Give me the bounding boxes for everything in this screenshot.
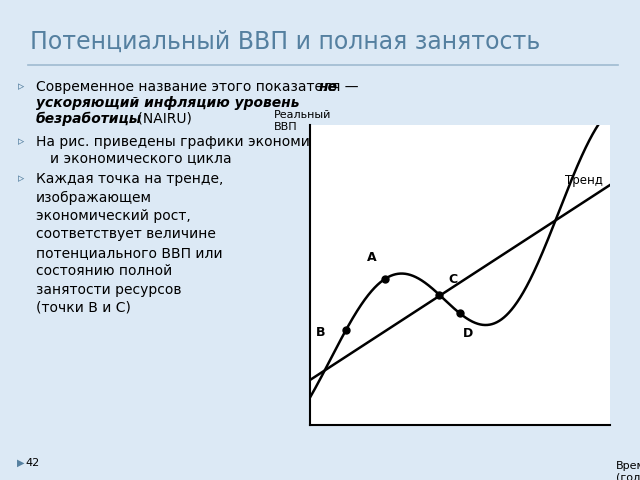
- Text: Время
(годы): Время (годы): [616, 461, 640, 480]
- Text: На рис. приведены графики экономического роста: На рис. приведены графики экономического…: [36, 135, 413, 149]
- Text: D: D: [463, 327, 473, 340]
- Text: Современное название этого показателя — не: Современное название этого показателя — …: [36, 80, 381, 94]
- Text: Потенциальный ВВП и полная занятость: Потенциальный ВВП и полная занятость: [30, 30, 540, 54]
- Text: Каждая точка на тренде,
изображающем
экономический рост,
соответствует величине
: Каждая точка на тренде, изображающем эко…: [36, 172, 223, 315]
- Text: Современное название этого показателя —: Современное название этого показателя —: [36, 80, 363, 94]
- Text: B: B: [316, 326, 326, 339]
- Text: Реальный
ВВП: Реальный ВВП: [274, 110, 332, 132]
- Text: и экономического цикла: и экономического цикла: [50, 151, 232, 165]
- Text: C: C: [448, 273, 457, 286]
- Text: A: A: [367, 251, 377, 264]
- Text: ▹: ▹: [18, 172, 24, 185]
- Text: ▶: ▶: [17, 458, 24, 468]
- Text: ускоряющий инфляцию уровень: ускоряющий инфляцию уровень: [36, 96, 300, 110]
- Text: безработицы: безработицы: [36, 112, 142, 126]
- Text: Тренд: Тренд: [565, 174, 603, 187]
- Text: не: не: [319, 80, 338, 94]
- Text: (NAIRU): (NAIRU): [133, 112, 192, 126]
- Text: 42: 42: [25, 458, 39, 468]
- Text: ▹: ▹: [18, 135, 24, 148]
- Text: ▹: ▹: [18, 80, 24, 93]
